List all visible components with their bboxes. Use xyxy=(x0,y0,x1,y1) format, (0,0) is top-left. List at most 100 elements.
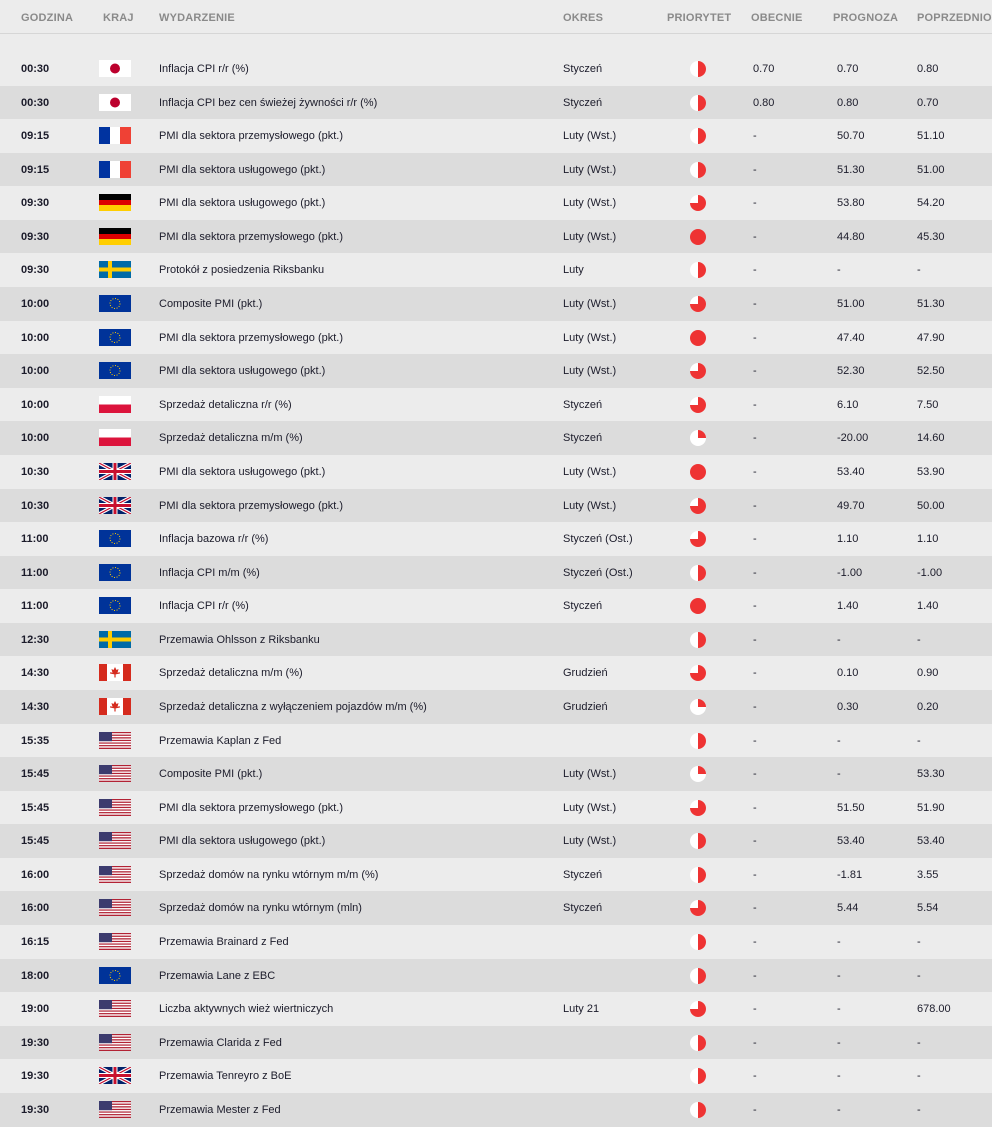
previous-value: 45.30 xyxy=(917,230,945,243)
priority-pie-icon xyxy=(690,967,706,984)
actual-value: 0.80 xyxy=(753,96,775,109)
table-row[interactable]: 10:00 PMI dla sektora przemysłowego (pkt… xyxy=(0,320,992,355)
event-name[interactable]: Przemawia Brainard z Fed xyxy=(159,936,289,949)
event-name[interactable]: PMI dla sektora usługowego (pkt.) xyxy=(159,365,326,378)
table-row[interactable]: 10:00 Sprzedaż detaliczna m/m (%) Stycze… xyxy=(0,421,992,455)
event-name[interactable]: Inflacja bazowa r/r (%) xyxy=(159,533,269,546)
event-name[interactable]: Composite PMI (pkt.) xyxy=(159,768,263,781)
table-row[interactable]: 18:00 Przemawia Lane z EBC - - - xyxy=(0,958,992,993)
event-period: Grudzień xyxy=(563,700,608,713)
table-row[interactable]: 00:30 Inflacja CPI r/r (%) Styczeń 0.70 … xyxy=(0,52,992,86)
event-name[interactable]: Composite PMI (pkt.) xyxy=(159,298,263,311)
event-name[interactable]: Sprzedaż detaliczna r/r (%) xyxy=(159,398,292,411)
flag-ca-icon xyxy=(99,664,131,682)
event-name[interactable]: Przemawia Ohlsson z Riksbanku xyxy=(159,633,320,646)
event-name[interactable]: Przemawia Clarida z Fed xyxy=(159,1036,282,1049)
event-name[interactable]: Inflacja CPI bez cen świeżej żywności r/… xyxy=(159,96,378,109)
col-time[interactable]: GODZINA xyxy=(21,12,74,24)
table-row[interactable]: 11:00 Inflacja CPI m/m (%) Styczeń (Ost.… xyxy=(0,555,992,590)
event-time: 18:00 xyxy=(21,969,50,982)
event-name[interactable]: Przemawia Tenreyro z BoE xyxy=(159,1070,292,1083)
event-name[interactable]: Przemawia Lane z EBC xyxy=(159,969,276,982)
event-name[interactable]: Sprzedaż detaliczna m/m (%) xyxy=(159,432,303,445)
table-row[interactable]: 10:00 PMI dla sektora usługowego (pkt.) … xyxy=(0,354,992,388)
col-priority[interactable]: PRIORYTET xyxy=(667,12,732,24)
table-row[interactable]: 09:15 PMI dla sektora przemysłowego (pkt… xyxy=(0,119,992,153)
table-row[interactable]: 11:00 Inflacja CPI r/r (%) Styczeń - 1.4… xyxy=(0,589,992,623)
col-previous[interactable]: POPRZEDNIO xyxy=(917,12,992,24)
table-row[interactable]: 16:00 Sprzedaż domów na rynku wtórnym m/… xyxy=(0,857,992,892)
event-name[interactable]: PMI dla sektora usługowego (pkt.) xyxy=(159,163,326,176)
col-country[interactable]: KRAJ xyxy=(103,12,134,24)
event-name[interactable]: Inflacja CPI r/r (%) xyxy=(159,63,249,75)
flag-de-icon xyxy=(99,194,131,212)
event-time: 11:00 xyxy=(21,600,49,613)
event-name[interactable]: Protokół z posiedzenia Riksbanku xyxy=(159,264,325,277)
col-event[interactable]: WYDARZENIE xyxy=(159,12,235,24)
event-name[interactable]: PMI dla sektora przemysłowego (pkt.) xyxy=(159,801,344,814)
table-row[interactable]: 16:15 Przemawia Brainard z Fed - - - xyxy=(0,925,992,959)
flag-us-icon xyxy=(99,1000,131,1018)
table-row[interactable]: 10:30 PMI dla sektora usługowego (pkt.) … xyxy=(0,454,992,489)
priority-pie-icon xyxy=(690,1101,706,1118)
table-row[interactable]: 19:00 Liczba aktywnych wież wiertniczych… xyxy=(0,992,992,1026)
event-time: 16:15 xyxy=(21,936,50,949)
previous-value: 54.20 xyxy=(917,197,945,210)
flag-eu-icon xyxy=(99,966,131,984)
table-row[interactable]: 00:30 Inflacja CPI bez cen świeżej żywno… xyxy=(0,85,992,120)
event-time: 10:00 xyxy=(21,331,50,344)
table-row[interactable]: 10:30 PMI dla sektora przemysłowego (pkt… xyxy=(0,488,992,523)
event-name[interactable]: PMI dla sektora przemysłowego (pkt.) xyxy=(159,230,344,243)
event-name[interactable]: PMI dla sektora przemysłowego (pkt.) xyxy=(159,130,344,143)
event-name[interactable]: PMI dla sektora przemysłowego (pkt.) xyxy=(159,499,344,512)
actual-value: - xyxy=(753,398,757,411)
table-row[interactable]: 19:30 Przemawia Tenreyro z BoE - - - xyxy=(0,1059,992,1093)
table-row[interactable]: 09:15 PMI dla sektora usługowego (pkt.) … xyxy=(0,152,992,187)
table-row[interactable]: 10:00 Composite PMI (pkt.) Luty (Wst.) -… xyxy=(0,287,992,321)
table-row[interactable]: 11:00 Inflacja bazowa r/r (%) Styczeń (O… xyxy=(0,522,992,556)
priority-pie-icon xyxy=(690,228,706,245)
event-name[interactable]: Liczba aktywnych wież wiertniczych xyxy=(159,1003,334,1016)
event-period: Styczeń xyxy=(563,902,603,915)
event-name[interactable]: PMI dla sektora usługowego (pkt.) xyxy=(159,835,326,848)
table-row[interactable]: 14:30 Sprzedaż detaliczna z wyłączeniem … xyxy=(0,689,992,724)
event-name[interactable]: PMI dla sektora usługowego (pkt.) xyxy=(159,197,326,210)
previous-value: 0.20 xyxy=(917,700,939,713)
table-row[interactable]: 15:35 Przemawia Kaplan z Fed - - - xyxy=(0,723,992,758)
event-name[interactable]: Sprzedaż domów na rynku wtórnym m/m (%) xyxy=(159,868,379,881)
previous-value: -1.00 xyxy=(917,566,943,579)
event-period: Styczeń xyxy=(563,96,603,109)
event-name[interactable]: Sprzedaż detaliczna z wyłączeniem pojazd… xyxy=(159,700,427,713)
priority-pie-icon xyxy=(690,631,706,648)
col-actual[interactable]: OBECNIE xyxy=(751,12,803,24)
table-row[interactable]: 09:30 PMI dla sektora usługowego (pkt.) … xyxy=(0,186,992,220)
table-row[interactable]: 12:30 Przemawia Ohlsson z Riksbanku - - … xyxy=(0,622,992,657)
table-row[interactable]: 09:30 Protokół z posiedzenia Riksbanku L… xyxy=(0,253,992,288)
table-row[interactable]: 19:30 Przemawia Clarida z Fed - - - xyxy=(0,1025,992,1060)
event-name[interactable]: Sprzedaż detaliczna m/m (%) xyxy=(159,667,303,680)
event-name[interactable]: Inflacja CPI m/m (%) xyxy=(159,566,260,579)
table-row[interactable]: 16:00 Sprzedaż domów na rynku wtórnym (m… xyxy=(0,891,992,926)
table-row[interactable]: 15:45 Composite PMI (pkt.) Luty (Wst.) -… xyxy=(0,757,992,791)
table-row[interactable]: 14:30 Sprzedaż detaliczna m/m (%) Grudzi… xyxy=(0,656,992,690)
col-period[interactable]: OKRES xyxy=(563,12,604,24)
priority-pie-icon xyxy=(690,732,706,749)
table-row[interactable]: 10:00 Sprzedaż detaliczna r/r (%) Stycze… xyxy=(0,387,992,422)
forecast-value: -1.00 xyxy=(837,566,863,579)
table-row[interactable]: 09:30 PMI dla sektora przemysłowego (pkt… xyxy=(0,219,992,254)
col-forecast[interactable]: PROGNOZA xyxy=(833,12,899,24)
table-row[interactable]: 15:45 PMI dla sektora usługowego (pkt.) … xyxy=(0,824,992,858)
event-name[interactable]: Inflacja CPI r/r (%) xyxy=(159,600,249,613)
table-row[interactable]: 19:30 Przemawia Mester z Fed - - - xyxy=(0,1092,992,1127)
previous-value: - xyxy=(917,633,921,646)
event-name[interactable]: Przemawia Mester z Fed xyxy=(159,1103,281,1116)
event-name[interactable]: PMI dla sektora przemysłowego (pkt.) xyxy=(159,331,344,344)
table-row[interactable]: 15:45 PMI dla sektora przemysłowego (pkt… xyxy=(0,790,992,825)
previous-value: 1.10 xyxy=(917,533,939,546)
event-name[interactable]: PMI dla sektora usługowego (pkt.) xyxy=(159,465,326,478)
event-name[interactable]: Przemawia Kaplan z Fed xyxy=(159,734,282,747)
previous-value: 14.60 xyxy=(917,432,945,445)
actual-value: - xyxy=(753,1003,757,1016)
event-name[interactable]: Sprzedaż domów na rynku wtórnym (mln) xyxy=(159,902,362,915)
event-period: Luty (Wst.) xyxy=(563,130,617,143)
